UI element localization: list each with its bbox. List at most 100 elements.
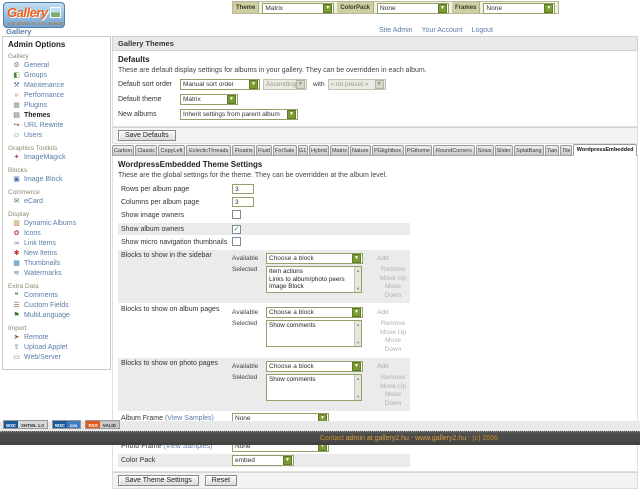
tab-nature[interactable]: Nature bbox=[349, 145, 371, 155]
sidebar-item-dynamic-albums[interactable]: ▥ Dynamic Albums bbox=[8, 219, 108, 229]
sidebar-item-thumbnails[interactable]: ▦ Thumbnails bbox=[8, 259, 108, 269]
your-account-link[interactable]: Your Account bbox=[421, 27, 463, 34]
album-selected-blocks-listbox[interactable]: Show comments ▲ ▼ bbox=[266, 320, 363, 347]
cols-per-page-input[interactable] bbox=[232, 197, 254, 207]
save-theme-settings-button[interactable]: Save Theme Settings bbox=[118, 475, 199, 486]
listbox-scrollbar[interactable]: ▲ ▼ bbox=[354, 375, 362, 400]
tab-pgtheme[interactable]: PGtheme bbox=[404, 145, 433, 155]
move-down-action[interactable]: Move Down bbox=[384, 337, 402, 353]
tab-classic[interactable]: Classic bbox=[135, 145, 158, 155]
show-micro-nav-checkbox[interactable] bbox=[232, 237, 241, 246]
move-up-action[interactable]: Move Up bbox=[380, 328, 407, 336]
sidebar-item-ecard[interactable]: ✉ eCard bbox=[8, 197, 108, 207]
list-item-show-comments[interactable]: Show comments bbox=[269, 376, 316, 383]
sidebar-add-block-link[interactable]: Add bbox=[377, 255, 389, 262]
sidebar-item-plugins[interactable]: ▦ Plugins bbox=[8, 101, 108, 111]
sidebar-item-link-items[interactable]: ∞ Link Items bbox=[8, 239, 108, 249]
tab-hybrid[interactable]: Hybrid bbox=[308, 145, 329, 155]
footer-admin-link[interactable]: admin at gallery2.hu bbox=[345, 435, 409, 442]
defaults-title: Defaults bbox=[118, 55, 150, 64]
css-badge[interactable]: W3C css bbox=[51, 420, 82, 429]
photo-available-block-select[interactable]: Choose a block ▼ bbox=[266, 361, 363, 372]
tab-carbon[interactable]: Carbon bbox=[112, 145, 135, 155]
move-down-action[interactable]: Move Down bbox=[384, 391, 402, 407]
sidebar-item-watermarks[interactable]: ≋ Watermarks bbox=[8, 269, 108, 279]
theme-select[interactable]: Matrix ▼ bbox=[262, 3, 335, 14]
tab-matrix[interactable]: Matrix bbox=[329, 145, 349, 155]
move-down-action[interactable]: Move Down bbox=[384, 283, 402, 299]
sidebar-item-themes[interactable]: ▤ Themes bbox=[8, 111, 108, 121]
xhtml-badge[interactable]: W3C XHTML 1.0 bbox=[3, 420, 48, 429]
show-image-owners-checkbox[interactable] bbox=[232, 210, 241, 219]
save-defaults-button[interactable]: Save Defaults bbox=[118, 130, 176, 141]
move-up-action[interactable]: Move Up bbox=[380, 382, 407, 390]
new-albums-select[interactable]: Inherit settings from parent album ▼ bbox=[180, 109, 298, 120]
tab-tian[interactable]: Tian bbox=[544, 145, 560, 155]
sidebar-item-custom-fields[interactable]: ☰ Custom Fields bbox=[8, 301, 108, 311]
sidebar-item-general[interactable]: ⚙ General bbox=[8, 61, 108, 71]
album-frame-view-samples-link[interactable]: (View Samples) bbox=[164, 415, 214, 422]
site-admin-link[interactable]: Site Admin bbox=[379, 27, 413, 34]
remove-action[interactable]: Remove bbox=[380, 374, 406, 381]
color-pack-select[interactable]: embed ▼ bbox=[232, 455, 294, 466]
listbox-scrollbar[interactable]: ▲ ▼ bbox=[354, 321, 362, 346]
select-arrow-icon: ▼ bbox=[227, 95, 236, 104]
album-available-block-select[interactable]: Choose a block ▼ bbox=[266, 307, 363, 318]
tab-eclecticthreads[interactable]: EclecticThreads bbox=[185, 145, 232, 155]
photo-selected-blocks-listbox[interactable]: Show comments ▲ ▼ bbox=[266, 374, 363, 401]
sidebar-item-multilanguage[interactable]: ⚑ MultiLanguage bbox=[8, 311, 108, 321]
rss-badge[interactable]: RSS VALID bbox=[85, 420, 120, 429]
tab-splatbang[interactable]: SplatBang bbox=[513, 145, 544, 155]
sidebar-item-web-server[interactable]: ▭ Web/Server bbox=[8, 353, 108, 363]
tab-forsale[interactable]: ForSale bbox=[272, 145, 297, 155]
list-item-item-actions[interactable]: Item actions bbox=[269, 268, 303, 275]
default-sort-order-select[interactable]: Manual sort order ▼ bbox=[180, 79, 260, 90]
album-add-block-link[interactable]: Add bbox=[377, 309, 389, 316]
show-album-owners-checkbox[interactable]: ✓ bbox=[232, 224, 241, 234]
sidebar-item-comments[interactable]: ❝ Comments bbox=[8, 291, 108, 301]
sort-preset-select[interactable]: « no preset » ▼ bbox=[327, 79, 386, 90]
tab-fluid[interactable]: Fluid bbox=[256, 145, 272, 155]
list-item-show-comments[interactable]: Show comments bbox=[269, 322, 316, 329]
tab-floatrix[interactable]: Floatrix bbox=[232, 145, 256, 155]
tab-wordpressembedded[interactable]: WordpressEmbedded bbox=[573, 144, 638, 156]
move-up-action[interactable]: Move Up bbox=[380, 274, 407, 282]
list-item-links-to-album-photo-peers[interactable]: Links to album/photo peers bbox=[269, 275, 345, 283]
sort-direction-select[interactable]: Ascending ▼ bbox=[263, 79, 307, 90]
tab-copyleft[interactable]: CopyLeft bbox=[158, 145, 185, 155]
remove-action[interactable]: Remove bbox=[380, 266, 406, 273]
remove-action[interactable]: Remove bbox=[380, 320, 406, 327]
tab-g1[interactable]: G1 bbox=[297, 145, 308, 155]
footer-site-link[interactable]: www.gallery2.hu bbox=[415, 435, 467, 442]
sidebar-item-remote[interactable]: ➤ Remote bbox=[8, 333, 108, 343]
logout-link[interactable]: Logout bbox=[471, 27, 493, 34]
colorpack-select[interactable]: None ▼ bbox=[377, 3, 450, 14]
listbox-scrollbar[interactable]: ▲ ▼ bbox=[354, 267, 362, 292]
sidebar-available-block-select[interactable]: Choose a block ▼ bbox=[266, 253, 363, 264]
sidebar-item-upload-applet[interactable]: ⇪ Upload Applet bbox=[8, 343, 108, 353]
sidebar-item-url-rewrite[interactable]: ↪ URL Rewrite bbox=[8, 121, 108, 131]
sidebar-item-icons[interactable]: ✿ Icons bbox=[8, 229, 108, 239]
tab-slider[interactable]: Slider bbox=[494, 145, 513, 155]
sidebar-item-groups[interactable]: ◧ Groups bbox=[8, 71, 108, 81]
rows-per-page-input[interactable] bbox=[232, 184, 254, 194]
tab-tile[interactable]: Tile bbox=[560, 145, 573, 155]
sidebar-item-users[interactable]: ☺ Users bbox=[8, 131, 108, 141]
sidebar-item-image-block[interactable]: ▣ Image Block bbox=[8, 175, 108, 185]
cols-per-page-label: Columns per album page bbox=[121, 198, 200, 206]
frames-select[interactable]: None ▼ bbox=[483, 3, 556, 14]
sidebar-item-new-items[interactable]: ✱ New Items bbox=[8, 249, 108, 259]
list-item-image-block[interactable]: Image Block bbox=[269, 283, 304, 290]
sidebar-item-imagemagick[interactable]: ✦ ImageMagick bbox=[8, 153, 108, 163]
default-theme-select[interactable]: Matrix ▼ bbox=[180, 94, 238, 105]
tab-pglightbox[interactable]: PGlightbox bbox=[371, 145, 404, 155]
sidebar-item-performance[interactable]: » Performance bbox=[8, 91, 108, 101]
photo-add-block-link[interactable]: Add bbox=[377, 363, 389, 370]
breadcrumb-gallery-link[interactable]: Gallery bbox=[6, 27, 32, 36]
reset-button[interactable]: Reset bbox=[204, 475, 238, 486]
tab-roundcorners[interactable]: RoundCorners bbox=[433, 145, 475, 155]
gallery-logo[interactable]: Gallery your photos on your website bbox=[3, 2, 65, 28]
tab-siriux[interactable]: Siriux bbox=[475, 145, 494, 155]
sidebar-item-maintenance[interactable]: ⚒ Maintenance bbox=[8, 81, 108, 91]
sidebar-selected-blocks-listbox[interactable]: Item actions Links to album/photo peers Im… bbox=[266, 266, 363, 293]
